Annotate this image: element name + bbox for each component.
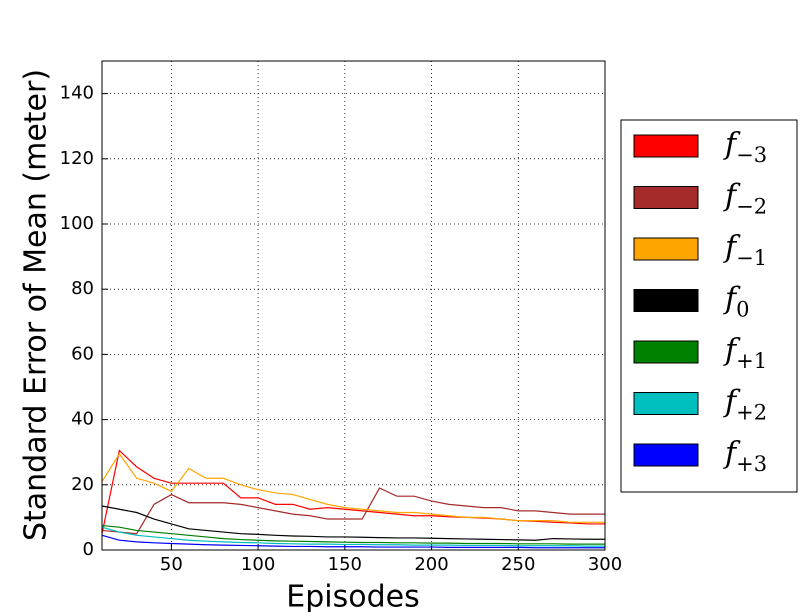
series-line [101, 526, 605, 547]
series-line [101, 452, 605, 523]
legend-label-sub: +2 [736, 400, 767, 424]
plot-frame [101, 60, 606, 551]
legend-swatch [633, 289, 699, 312]
y-tick-label: 100 [60, 213, 94, 234]
x-tick-label: 50 [160, 554, 183, 575]
y-axis-label: Standard Error of Mean (meter) [19, 69, 54, 541]
x-tick-label: 200 [414, 554, 448, 575]
legend-label: f+1 [723, 333, 767, 373]
y-tick-label: 140 [60, 83, 94, 104]
legend-swatch [633, 340, 699, 364]
y-tick-label: 80 [71, 278, 94, 299]
x-tick-label: 150 [328, 554, 362, 575]
y-tick-label: 0 [83, 539, 94, 560]
legend-label-sub: −1 [736, 246, 767, 270]
y-tick-label: 20 [71, 474, 94, 495]
legend-label: f−2 [723, 179, 767, 219]
legend-label-sub: −2 [736, 194, 767, 218]
legend-label-sub: −3 [736, 143, 767, 167]
legend-swatch [633, 392, 699, 415]
legend-swatch [633, 134, 699, 158]
legend-label-sub: +3 [736, 452, 767, 476]
y-tick-label: 40 [71, 409, 94, 430]
series-line [101, 505, 605, 541]
x-tick-label: 300 [588, 554, 622, 575]
legend-label-sub: +1 [736, 349, 767, 373]
series-line [101, 534, 605, 549]
series-line [101, 524, 605, 545]
x-tick-label: 250 [501, 554, 535, 575]
y-tick-label: 120 [60, 148, 94, 169]
legend-swatch [633, 443, 699, 467]
series-line [101, 487, 605, 535]
x-axis-label: Episodes [286, 580, 419, 613]
legend-swatch [633, 237, 699, 261]
x-tick-label: 100 [241, 554, 275, 575]
legend-label-sub: 0 [736, 297, 749, 321]
legend-swatch [633, 186, 699, 209]
y-tick-label: 60 [71, 343, 94, 364]
